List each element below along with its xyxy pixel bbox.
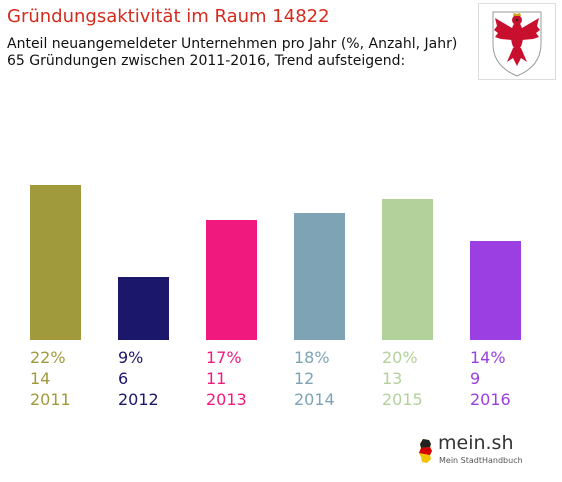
year-label-2016: 2016 (470, 390, 511, 409)
bar-2013 (206, 220, 257, 340)
year-label-2011: 2011 (30, 390, 71, 409)
mein-sh-logo: mein.sh Mein StadtHandbuch (412, 430, 530, 474)
coat-of-arms-icon (478, 3, 556, 80)
chart-summary: 65 Gründungen zwischen 2011-2016, Trend … (7, 53, 406, 69)
year-label-2015: 2015 (382, 390, 423, 409)
count-label-2016: 9 (470, 369, 481, 388)
count-label-2011: 14 (30, 369, 51, 388)
count-label-2013: 11 (206, 369, 227, 388)
germany-map-icon (419, 439, 432, 463)
percent-label-2016: 14% (470, 348, 506, 367)
count-label-2014: 12 (294, 369, 315, 388)
percent-label-2015: 20% (382, 348, 418, 367)
year-label-2013: 2013 (206, 390, 247, 409)
percent-label-2011: 22% (30, 348, 66, 367)
percent-label-2014: 18% (294, 348, 330, 367)
count-label-2015: 13 (382, 369, 403, 388)
bar-2015 (382, 199, 433, 340)
bar-2014 (294, 213, 345, 340)
logo-tagline: Mein StadtHandbuch (439, 456, 523, 465)
percent-label-2013: 17% (206, 348, 242, 367)
year-label-2012: 2012 (118, 390, 159, 409)
percent-label-2012: 9% (118, 348, 144, 367)
bar-2016 (470, 241, 521, 340)
bar-2011 (30, 185, 81, 340)
count-label-2012: 6 (118, 369, 129, 388)
logo-name: mein.sh (438, 432, 514, 454)
year-label-2014: 2014 (294, 390, 335, 409)
chart-title: Gründungsaktivität im Raum 14822 (7, 6, 330, 27)
chart-subtitle: Anteil neuangemeldeter Unternehmen pro J… (7, 36, 458, 52)
bar-2012 (118, 277, 169, 340)
